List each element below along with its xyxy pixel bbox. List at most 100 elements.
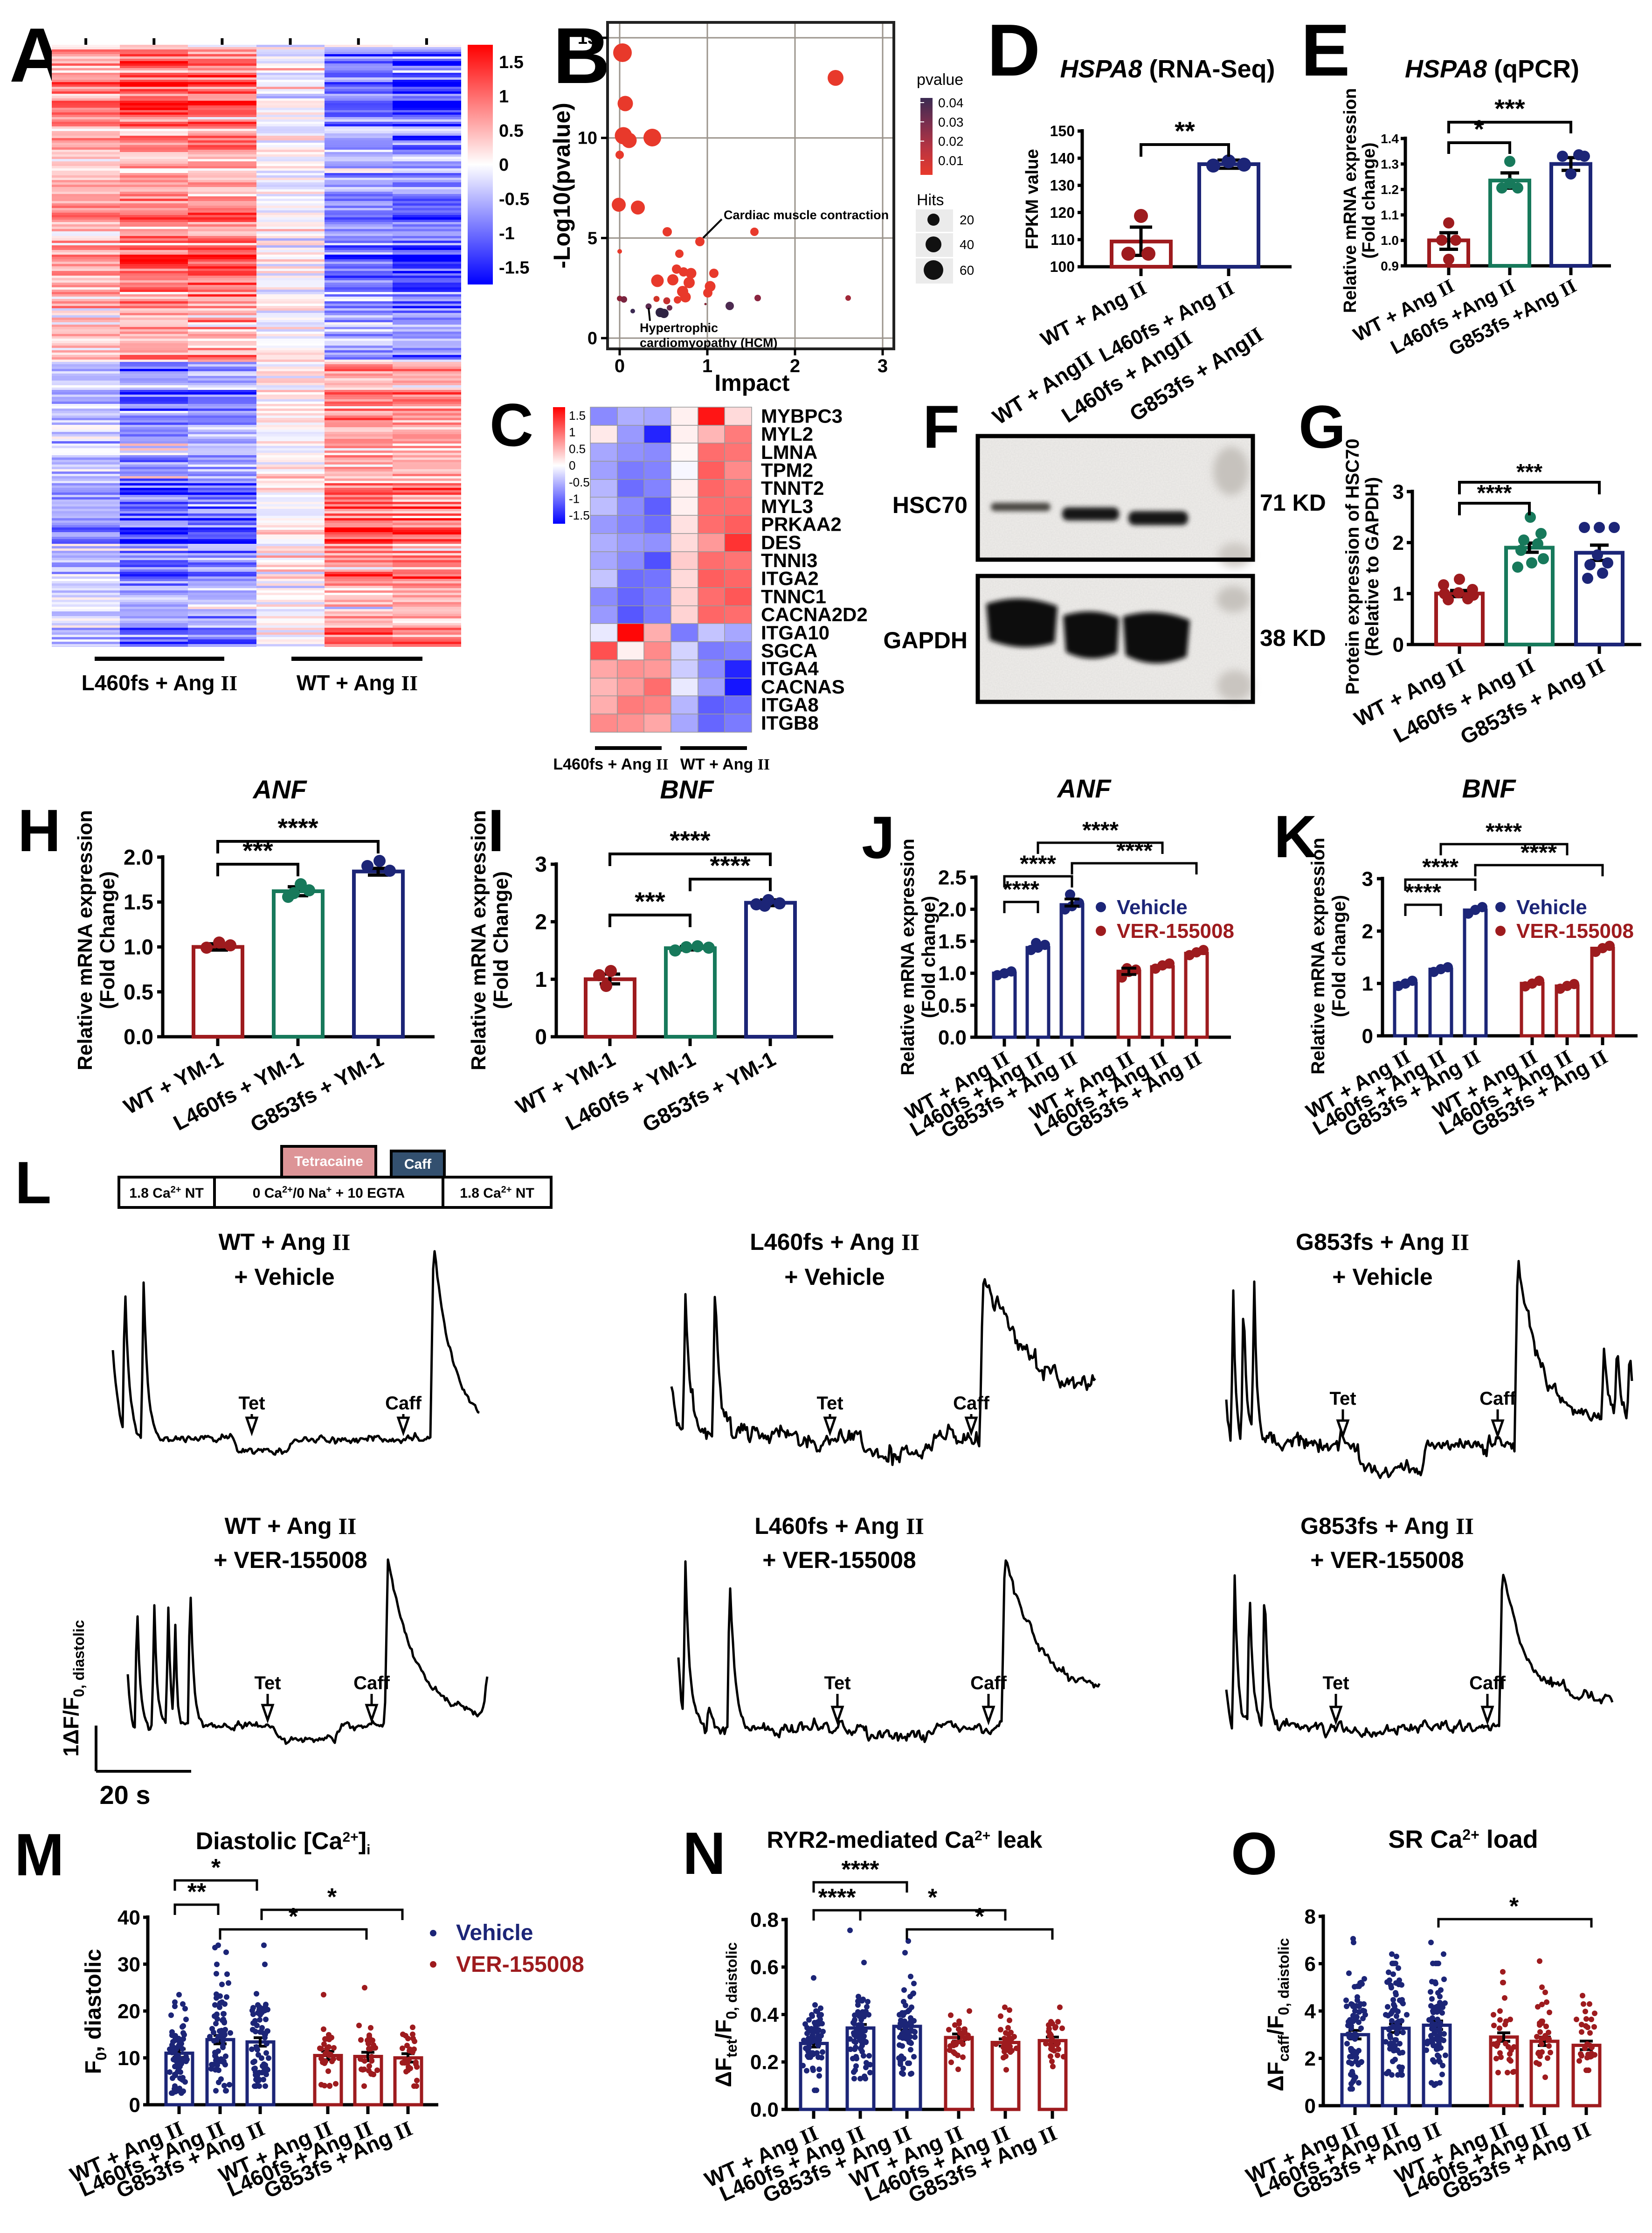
- svg-text:10: 10: [118, 2047, 140, 2070]
- svg-text:0.0: 0.0: [750, 2098, 779, 2121]
- svg-text:****: ****: [1020, 851, 1056, 877]
- svg-text:F: F: [923, 393, 960, 461]
- svg-text:1.4: 1.4: [1381, 132, 1399, 146]
- svg-text:150: 150: [1050, 123, 1075, 139]
- svg-text:0.0: 0.0: [124, 1025, 153, 1049]
- svg-text:2.0: 2.0: [124, 845, 153, 869]
- svg-text:2: 2: [535, 910, 547, 934]
- svg-text:****: ****: [1405, 879, 1441, 905]
- svg-text:O: O: [1231, 1821, 1278, 1887]
- svg-text:SGCA: SGCA: [761, 639, 817, 661]
- svg-text:140: 140: [1050, 150, 1075, 166]
- svg-text:0.5: 0.5: [499, 121, 524, 141]
- svg-text:1.0: 1.0: [938, 962, 967, 985]
- svg-text:MYBPC3: MYBPC3: [761, 405, 843, 427]
- svg-text:****: ****: [842, 1856, 880, 1883]
- svg-text:ANF: ANF: [1056, 774, 1112, 803]
- svg-text:****: ****: [1422, 854, 1458, 880]
- svg-text:G853fs + Ang II: G853fs + Ang II: [1296, 1229, 1469, 1255]
- svg-text:Hits: Hits: [917, 191, 944, 209]
- svg-text:****: ****: [277, 813, 318, 842]
- svg-text:K: K: [1274, 804, 1317, 870]
- svg-text:0: 0: [129, 2094, 140, 2116]
- svg-text:1: 1: [535, 967, 547, 992]
- svg-text:6: 6: [1305, 1953, 1316, 1976]
- svg-text:L460fs + Ang II: L460fs + Ang II: [82, 671, 237, 695]
- svg-text:(Fold change): (Fold change): [1329, 895, 1349, 1017]
- svg-text:1.5: 1.5: [124, 890, 153, 914]
- svg-text:-0.5: -0.5: [569, 475, 590, 489]
- svg-text:71 KD: 71 KD: [1260, 490, 1326, 516]
- svg-text:Caff: Caff: [970, 1673, 1007, 1693]
- svg-text:-Log10(pvalue): -Log10(pvalue): [549, 103, 575, 269]
- svg-text:cardiomyopathy (HCM): cardiomyopathy (HCM): [640, 336, 778, 350]
- svg-text:WT + Ang II: WT + Ang II: [225, 1513, 357, 1539]
- svg-text:N: N: [683, 1820, 726, 1887]
- svg-text:ITGA10: ITGA10: [761, 622, 829, 644]
- svg-text:0.2: 0.2: [750, 2051, 779, 2074]
- svg-text:*: *: [289, 1903, 298, 1930]
- svg-text:-1.5: -1.5: [569, 508, 590, 522]
- svg-text:4: 4: [1305, 2000, 1316, 2023]
- svg-text:20 s: 20 s: [100, 1780, 151, 1810]
- svg-text:*: *: [928, 1884, 938, 1911]
- svg-text:40: 40: [118, 1906, 140, 1929]
- svg-text:*: *: [327, 1884, 337, 1911]
- svg-text:ITGA8: ITGA8: [761, 694, 819, 716]
- svg-text:M: M: [14, 1822, 64, 1888]
- svg-text:E: E: [1301, 9, 1350, 91]
- svg-text:0: 0: [1362, 1025, 1373, 1047]
- svg-text:L460fs + Ang II: L460fs + Ang II: [750, 1229, 919, 1255]
- svg-text:Tetracaine: Tetracaine: [294, 1154, 363, 1169]
- svg-text:TPM2: TPM2: [761, 459, 813, 481]
- svg-text:38 KD: 38 KD: [1260, 625, 1326, 651]
- svg-text:15: 15: [578, 28, 597, 48]
- svg-text:Tet: Tet: [816, 1393, 843, 1414]
- svg-text:MYL3: MYL3: [761, 495, 813, 517]
- svg-text:Relative mRNA expression: Relative mRNA expression: [1308, 838, 1328, 1075]
- svg-text:1.0: 1.0: [124, 935, 153, 959]
- svg-text:Tet: Tet: [238, 1393, 265, 1414]
- svg-text:DES: DES: [761, 531, 801, 553]
- svg-text:D: D: [987, 9, 1040, 91]
- svg-text:0.01: 0.01: [938, 153, 964, 168]
- svg-text:60: 60: [960, 263, 974, 277]
- svg-text:****: ****: [710, 851, 750, 880]
- svg-text:***: ***: [1494, 94, 1525, 123]
- svg-text:B: B: [553, 12, 610, 100]
- svg-text:1.8 Ca2+​ NT: 1.8 Ca2+​ NT: [460, 1185, 534, 1201]
- svg-text:0.03: 0.03: [938, 115, 964, 129]
- svg-text:ITGA4: ITGA4: [761, 658, 819, 680]
- svg-text:2: 2: [790, 356, 800, 376]
- svg-text:30: 30: [118, 1953, 140, 1976]
- svg-text:**: **: [187, 1879, 207, 1906]
- svg-text:****: ****: [1477, 481, 1512, 506]
- svg-text:+ Vehicle: + Vehicle: [784, 1264, 885, 1290]
- svg-text:(Fold Change): (Fold Change): [490, 871, 512, 1009]
- svg-text:0: 0: [569, 458, 575, 472]
- svg-text:****: ****: [1486, 818, 1522, 845]
- svg-text:Impact: Impact: [714, 370, 790, 396]
- svg-text:Vehicle: Vehicle: [1516, 896, 1587, 919]
- svg-text:0.4: 0.4: [750, 2004, 779, 2026]
- svg-text:HSC70: HSC70: [892, 492, 968, 518]
- svg-text:(Fold change): (Fold change): [1359, 142, 1379, 258]
- svg-text:120: 120: [1050, 204, 1075, 221]
- svg-text:1.5: 1.5: [569, 409, 586, 423]
- svg-text:ITGB8: ITGB8: [761, 712, 819, 734]
- svg-text:***: ***: [1516, 460, 1542, 485]
- svg-text:BNF: BNF: [1462, 774, 1516, 803]
- svg-text:0.8: 0.8: [750, 1908, 779, 1931]
- svg-text:I: I: [488, 798, 505, 864]
- svg-text:+ Vehicle: + Vehicle: [1332, 1264, 1432, 1290]
- svg-text:0.5: 0.5: [124, 980, 153, 1004]
- svg-text:ANF: ANF: [252, 775, 307, 804]
- svg-text:-1: -1: [569, 492, 580, 506]
- svg-text:*: *: [211, 1854, 221, 1881]
- svg-text:1.3: 1.3: [1381, 157, 1399, 171]
- svg-text:HSPA8 (qPCR): HSPA8 (qPCR): [1405, 55, 1579, 83]
- svg-text:FPKM value: FPKM value: [1023, 149, 1042, 249]
- svg-text:1: 1: [569, 425, 575, 439]
- svg-text:Relative mRNA expression: Relative mRNA expression: [1341, 88, 1360, 313]
- svg-text:(Fold change): (Fold change): [919, 896, 939, 1018]
